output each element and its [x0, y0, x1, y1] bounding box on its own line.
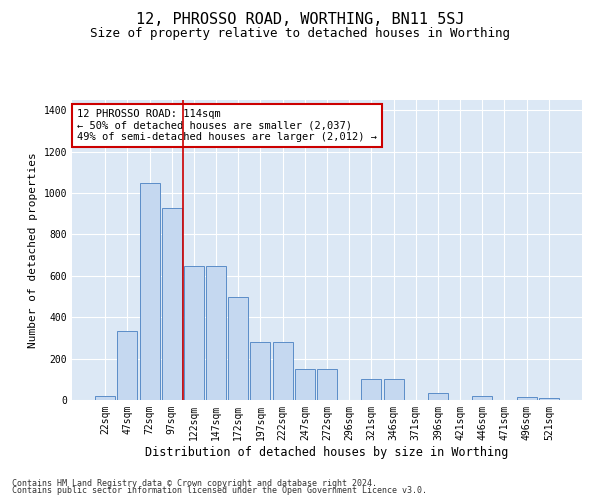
Bar [118, 330, 137, 400]
Bar [272, 342, 293, 400]
Bar [206, 266, 226, 400]
Bar [162, 208, 182, 400]
Y-axis label: Number of detached properties: Number of detached properties [28, 152, 38, 348]
X-axis label: Distribution of detached houses by size in Worthing: Distribution of detached houses by size … [145, 446, 509, 458]
Bar [95, 396, 115, 400]
Bar [140, 183, 160, 400]
Bar [517, 397, 536, 400]
Bar [295, 369, 315, 400]
Text: 12 PHROSSO ROAD: 114sqm
← 50% of detached houses are smaller (2,037)
49% of semi: 12 PHROSSO ROAD: 114sqm ← 50% of detache… [77, 109, 377, 142]
Bar [383, 380, 404, 400]
Bar [317, 369, 337, 400]
Text: Contains HM Land Registry data © Crown copyright and database right 2024.: Contains HM Land Registry data © Crown c… [12, 478, 377, 488]
Bar [250, 342, 271, 400]
Bar [361, 380, 382, 400]
Bar [472, 396, 492, 400]
Bar [184, 266, 204, 400]
Bar [228, 296, 248, 400]
Text: Contains public sector information licensed under the Open Government Licence v3: Contains public sector information licen… [12, 486, 427, 495]
Text: Size of property relative to detached houses in Worthing: Size of property relative to detached ho… [90, 28, 510, 40]
Bar [539, 398, 559, 400]
Text: 12, PHROSSO ROAD, WORTHING, BN11 5SJ: 12, PHROSSO ROAD, WORTHING, BN11 5SJ [136, 12, 464, 28]
Bar [428, 393, 448, 400]
